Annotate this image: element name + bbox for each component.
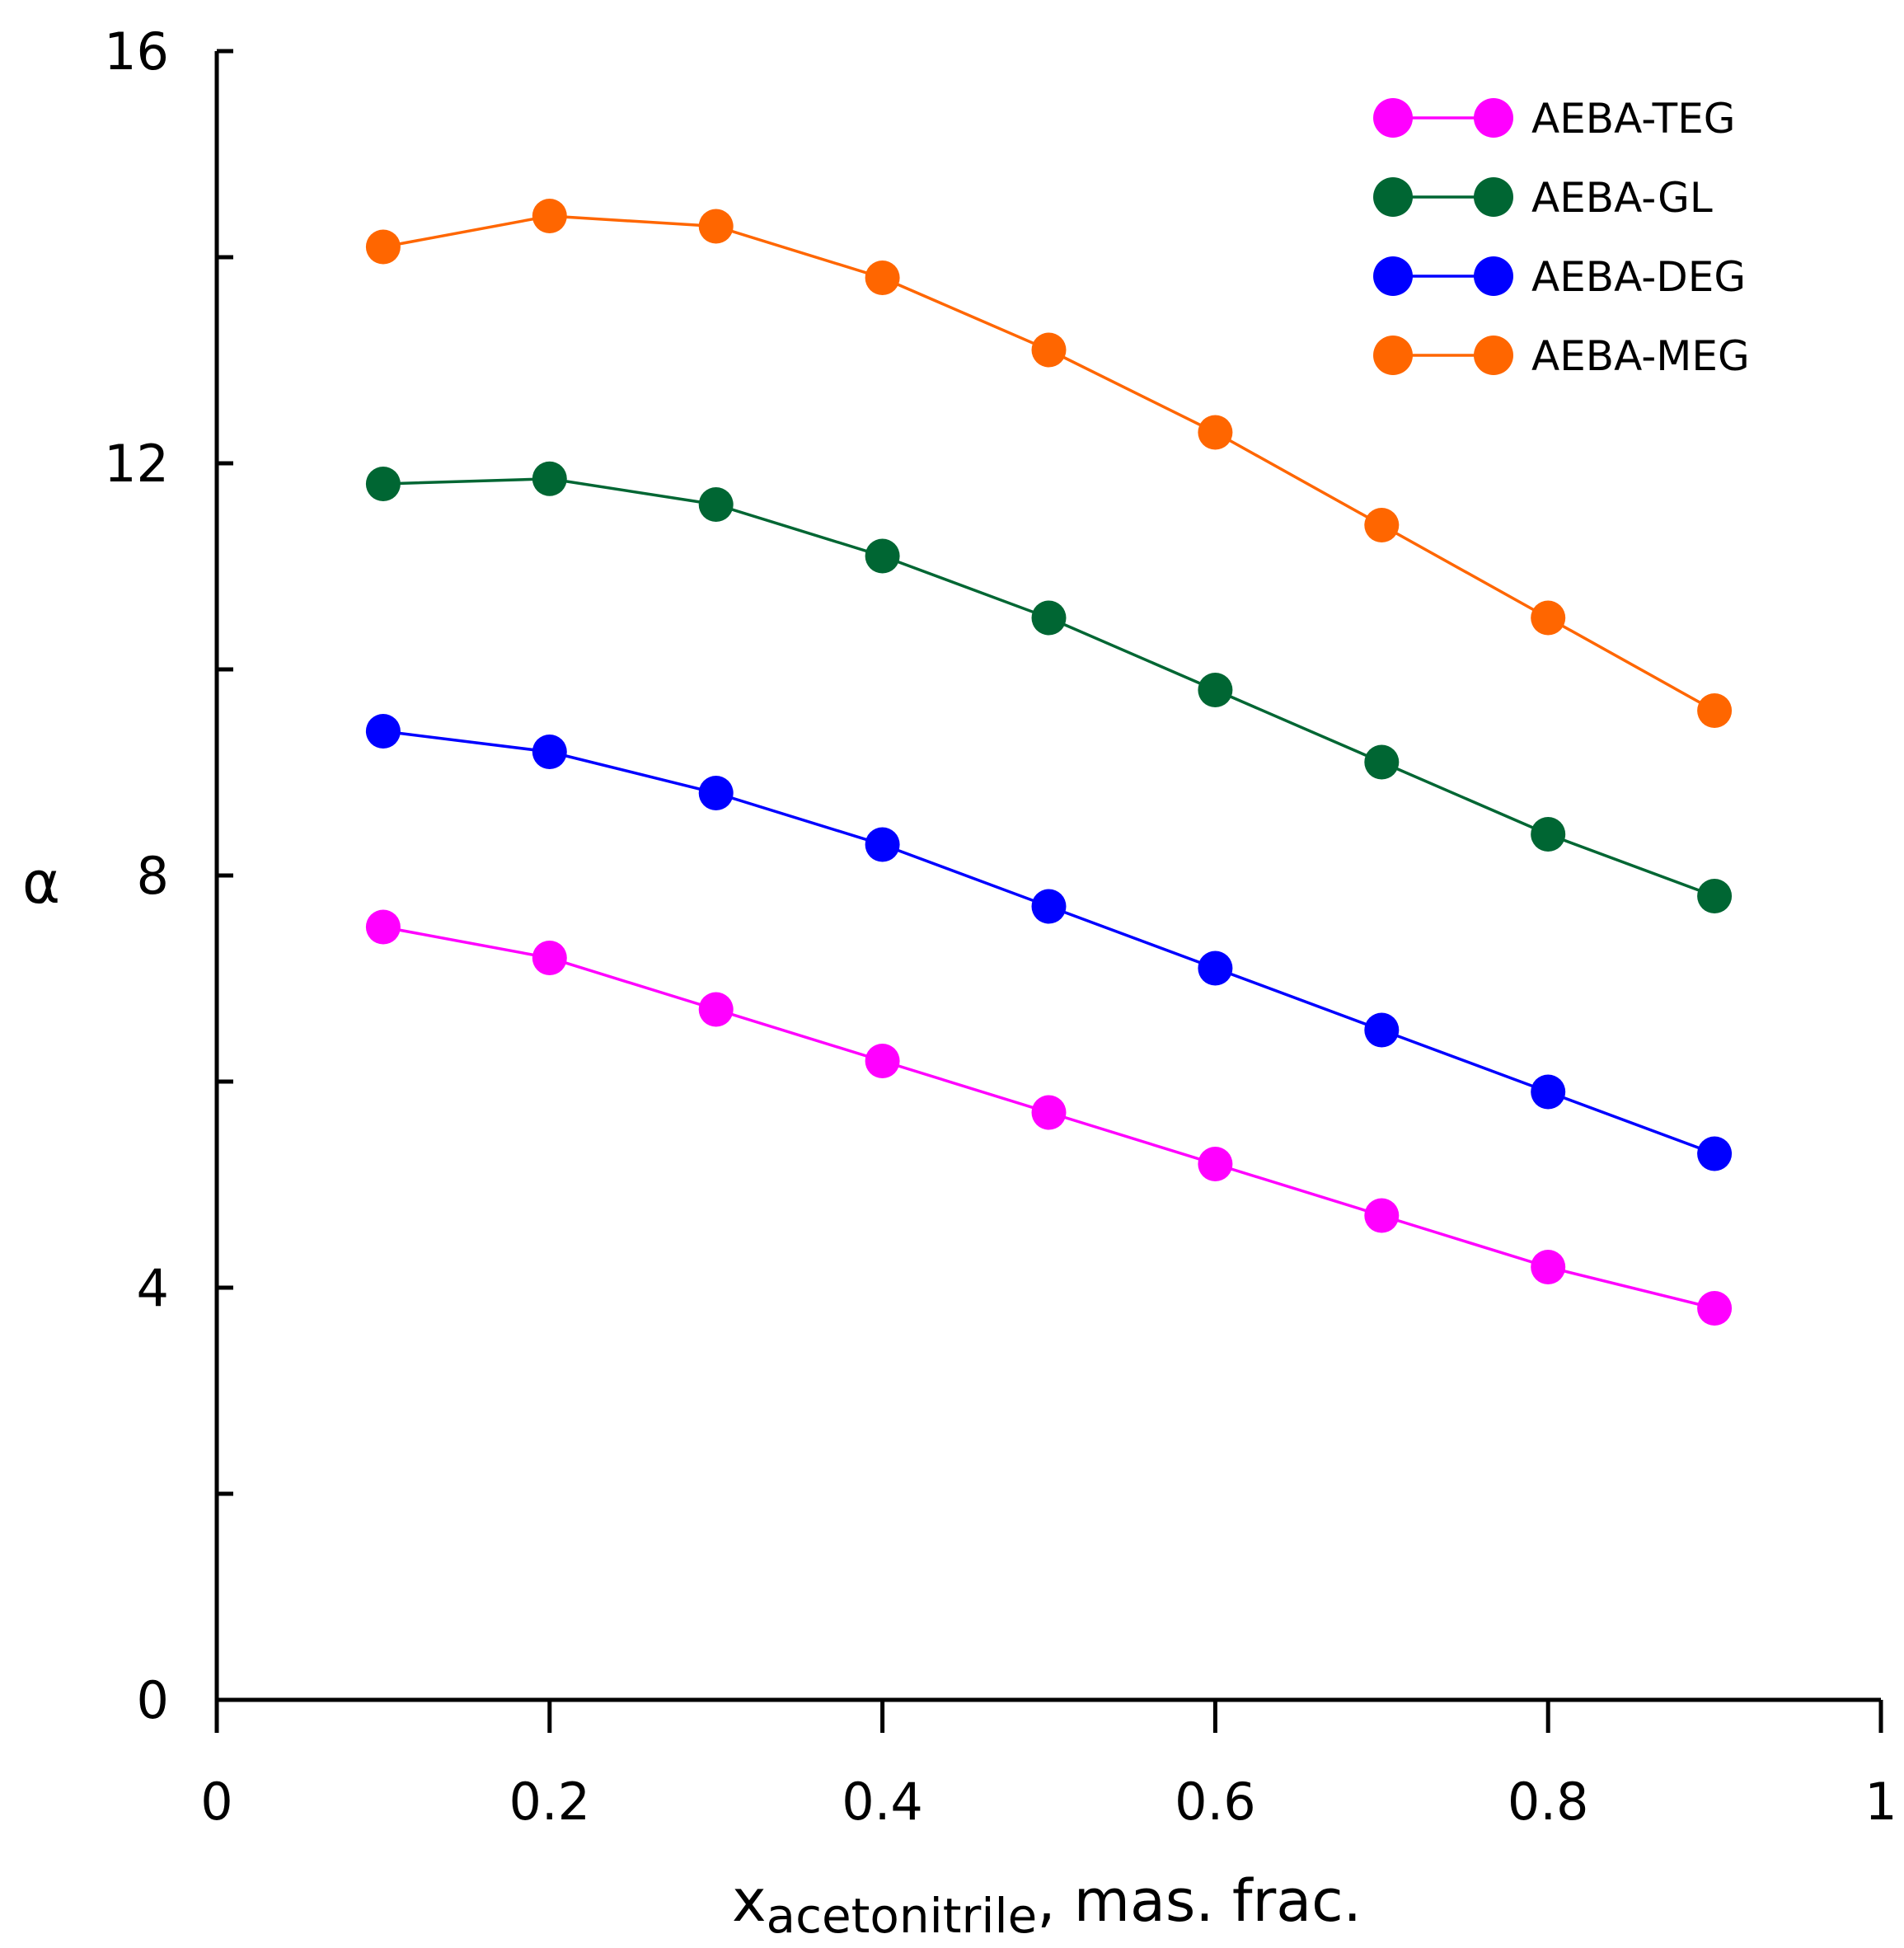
data-point: [1031, 332, 1067, 368]
legend-marker: [1474, 98, 1513, 138]
legend-item-aeba-deg: AEBA-DEG: [1373, 253, 1746, 301]
legend-marker: [1373, 256, 1413, 296]
data-point: [365, 714, 401, 749]
y-tick-label: 4: [137, 1258, 169, 1318]
data-point: [1364, 1012, 1400, 1048]
data-point: [865, 827, 900, 862]
data-point: [1531, 1250, 1566, 1284]
data-point: [698, 776, 734, 810]
y-tick-label: 16: [104, 21, 169, 82]
data-point: [698, 209, 734, 244]
series-line: [382, 214, 1715, 712]
legend: AEBA-TEG AEBA-GL AEBA-DEG AEBA-MEG: [1373, 95, 1750, 380]
series-aeba-gl: [365, 461, 1733, 913]
legend-item-aeba-gl: AEBA-GL: [1373, 174, 1713, 222]
x-tick-label: 0: [200, 1772, 232, 1832]
axes: 0 4 8 12 16 0 0.2 0.4 0.6 0.8 1: [104, 21, 1897, 1832]
data-point: [1531, 1074, 1566, 1110]
data-point: [1198, 673, 1233, 707]
legend-marker: [1474, 177, 1513, 217]
data-point: [1697, 1136, 1733, 1171]
x-tick-label: 0.4: [842, 1772, 923, 1832]
data-point: [1531, 600, 1566, 636]
data-point: [865, 1044, 900, 1078]
data-point: [1031, 600, 1067, 636]
y-tick-label: 0: [137, 1670, 169, 1730]
data-point: [1364, 508, 1400, 542]
x-tick-label: 1: [1864, 1772, 1897, 1832]
x-tick-label: 0.6: [1175, 1772, 1256, 1832]
data-point: [365, 467, 401, 501]
data-point: [698, 992, 734, 1027]
data-point: [1697, 879, 1733, 913]
x-axis-title: xacetonitrile, mas. frac.: [732, 1867, 1362, 1944]
legend-marker: [1373, 177, 1413, 217]
data-point: [532, 941, 567, 975]
data-point: [1198, 1147, 1233, 1181]
y-tick-label: 8: [137, 846, 169, 906]
series-layer: [365, 199, 1733, 1326]
data-point: [1198, 951, 1233, 986]
data-point: [532, 735, 567, 769]
legend-item-aeba-meg: AEBA-MEG: [1373, 332, 1750, 380]
series-aeba-teg: [365, 909, 1733, 1326]
series-line: [382, 730, 1715, 1156]
data-point: [1031, 889, 1067, 924]
legend-label: AEBA-TEG: [1531, 95, 1736, 143]
legend-marker: [1474, 256, 1513, 296]
data-point: [532, 461, 567, 496]
data-point: [1531, 817, 1566, 852]
data-point: [532, 199, 567, 233]
y-tick-label: 12: [104, 434, 169, 494]
data-point: [1198, 415, 1233, 450]
legend-marker: [1474, 336, 1513, 375]
data-point: [1697, 1291, 1733, 1326]
x-axis-title-subscript: acetonitrile: [767, 1888, 1038, 1944]
legend-label: AEBA-MEG: [1531, 332, 1750, 380]
series-aeba-meg: [365, 199, 1733, 728]
legend-label: AEBA-GL: [1531, 174, 1713, 222]
data-point: [865, 538, 900, 574]
data-point: [698, 487, 734, 522]
x-tick-label: 0.8: [1508, 1772, 1589, 1832]
series-line: [382, 477, 1715, 898]
legend-label: AEBA-DEG: [1531, 253, 1746, 301]
data-point: [865, 261, 900, 295]
data-point: [1031, 1095, 1067, 1130]
data-point: [1697, 693, 1733, 728]
data-point: [1364, 1198, 1400, 1233]
x-axis-title-main: x: [732, 1867, 766, 1935]
legend-marker: [1373, 336, 1413, 375]
y-axis-title: α: [22, 849, 60, 917]
series-aeba-deg: [365, 714, 1733, 1171]
x-tick-label: 0.2: [509, 1772, 590, 1832]
data-point: [365, 909, 401, 945]
data-point: [365, 229, 401, 265]
x-axis-title-rest: , mas. frac.: [1037, 1867, 1362, 1935]
legend-item-aeba-teg: AEBA-TEG: [1373, 95, 1736, 143]
legend-marker: [1373, 98, 1413, 138]
data-point: [1364, 744, 1400, 780]
